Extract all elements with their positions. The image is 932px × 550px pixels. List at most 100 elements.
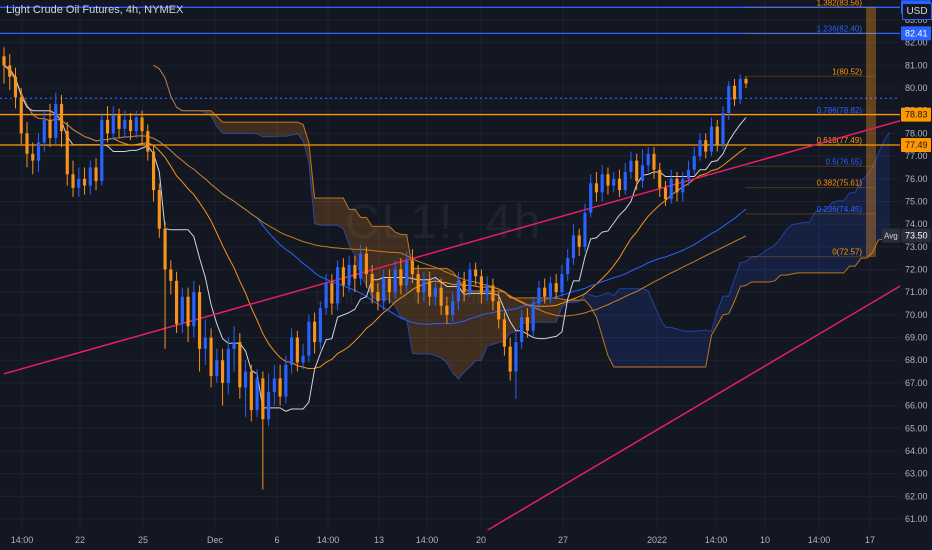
- ichimoku-cloud-segment: [849, 192, 856, 267]
- candle-body: [727, 85, 731, 113]
- candle-body: [704, 140, 708, 152]
- candle-body: [508, 346, 512, 372]
- candle-body: [31, 153, 35, 161]
- currency-button[interactable]: USD: [902, 3, 932, 20]
- ichimoku-cloud-segment: [642, 288, 649, 368]
- price-tick-label: 64.00: [905, 446, 928, 456]
- candle-body: [13, 76, 18, 98]
- price-tick-label: 66.00: [905, 401, 928, 411]
- conversion-line: [3, 64, 747, 412]
- ichimoku-cloud-segment: [584, 293, 591, 307]
- time-tick-label: 20: [476, 535, 486, 545]
- ichimoku-cloud-segment: [561, 298, 568, 307]
- candle-body: [721, 112, 725, 145]
- cloud-span-b: [153, 64, 890, 368]
- time-tick-label: 25: [138, 535, 148, 545]
- candle-body: [25, 133, 29, 154]
- candle-body: [82, 178, 87, 186]
- ichimoku-cloud-segment: [280, 122, 286, 137]
- candle-body: [537, 287, 541, 304]
- candle-body: [261, 378, 265, 420]
- ichimoku-cloud-segment: [262, 122, 269, 137]
- candle-body: [186, 296, 190, 327]
- candle-body: [658, 169, 662, 188]
- time-tick-label: 14:00: [317, 535, 340, 545]
- fib-level-label: 1(80.52): [832, 67, 862, 76]
- price-tick-label: 70.00: [905, 310, 928, 320]
- ichimoku-cloud-segment: [630, 288, 637, 368]
- ichimoku-cloud-segment: [757, 252, 764, 282]
- candle-body: [474, 269, 478, 277]
- ichimoku-cloud-segment: [216, 116, 223, 134]
- candle-body: [543, 287, 547, 297]
- candle-body: [606, 174, 610, 186]
- candle-body: [433, 287, 437, 297]
- fib-range-bar: [866, 7, 876, 257]
- candle-body: [243, 371, 248, 388]
- price-tick-label: 74.00: [905, 219, 928, 229]
- ichimoku-cloud-segment: [326, 198, 332, 226]
- candle-body: [272, 378, 276, 392]
- candle-body: [180, 296, 184, 324]
- ichimoku-cloud-segment: [717, 296, 723, 326]
- candle-body: [313, 321, 317, 343]
- avg-label-badge: [882, 228, 900, 243]
- time-tick-label: 14:00: [416, 535, 439, 545]
- symbol-watermark: CL1!, 4h: [345, 196, 543, 249]
- candle-body: [462, 280, 466, 293]
- ichimoku-cloud-segment: [337, 198, 344, 229]
- price-label-text: 78.83: [905, 110, 928, 120]
- candle-body: [364, 253, 368, 275]
- candle-body: [738, 78, 742, 100]
- price-tick-label: 75.00: [905, 196, 928, 206]
- ichimoku-cloud-segment: [544, 297, 551, 323]
- price-tick-label: 67.00: [905, 378, 928, 388]
- candle-body: [485, 285, 489, 295]
- ichimoku-cloud-segment: [458, 278, 465, 379]
- candle-body: [94, 167, 98, 182]
- candle-body: [226, 348, 230, 383]
- ichimoku-cloud-segment: [274, 122, 281, 137]
- candle-body: [295, 337, 299, 363]
- ichimoku-cloud-segment: [268, 122, 275, 137]
- candle-body: [525, 317, 530, 331]
- ichimoku-cloud-segment: [746, 257, 752, 286]
- candle-body: [663, 187, 668, 200]
- price-label-badge: [901, 137, 931, 152]
- ichimoku-cloud-segment: [343, 198, 350, 246]
- fib-level-label: 0.236(74.45): [817, 205, 863, 214]
- candle-body: [128, 119, 133, 132]
- candle-body: [105, 119, 110, 134]
- candle-body: [554, 283, 558, 293]
- candle-body: [157, 190, 161, 229]
- ichimoku-cloud-segment: [826, 202, 833, 273]
- ichimoku-cloud-segment: [872, 153, 879, 253]
- candle-body: [640, 165, 645, 182]
- candle-body: [151, 151, 156, 191]
- ichimoku-cloud-segment: [464, 288, 470, 373]
- ichimoku-cloud-segment: [653, 304, 660, 368]
- time-tick-label: 14:00: [705, 535, 728, 545]
- fib-level-label: 1.382(83.56): [817, 0, 863, 7]
- candle-body: [324, 283, 328, 309]
- price-tick-label: 61.00: [905, 514, 928, 524]
- price-label-badge: [901, 228, 931, 243]
- candle-body: [566, 258, 570, 275]
- price-tick-label: 81.00: [905, 60, 928, 70]
- ichimoku-cloud-segment: [550, 297, 557, 323]
- candle-body: [59, 103, 64, 132]
- ichimoku-cloud-segment: [682, 330, 689, 368]
- candle-body: [439, 287, 443, 306]
- candle-body: [502, 319, 507, 347]
- candle-body: [146, 131, 150, 152]
- candle-body: [571, 235, 576, 259]
- candle-body: [422, 280, 426, 293]
- ichimoku-cloud-segment: [297, 122, 304, 141]
- candle-body: [635, 160, 639, 182]
- candle-body: [382, 278, 386, 302]
- candle-body: [629, 160, 633, 172]
- candle-body: [209, 337, 213, 377]
- ichimoku-cloud-segment: [446, 268, 453, 373]
